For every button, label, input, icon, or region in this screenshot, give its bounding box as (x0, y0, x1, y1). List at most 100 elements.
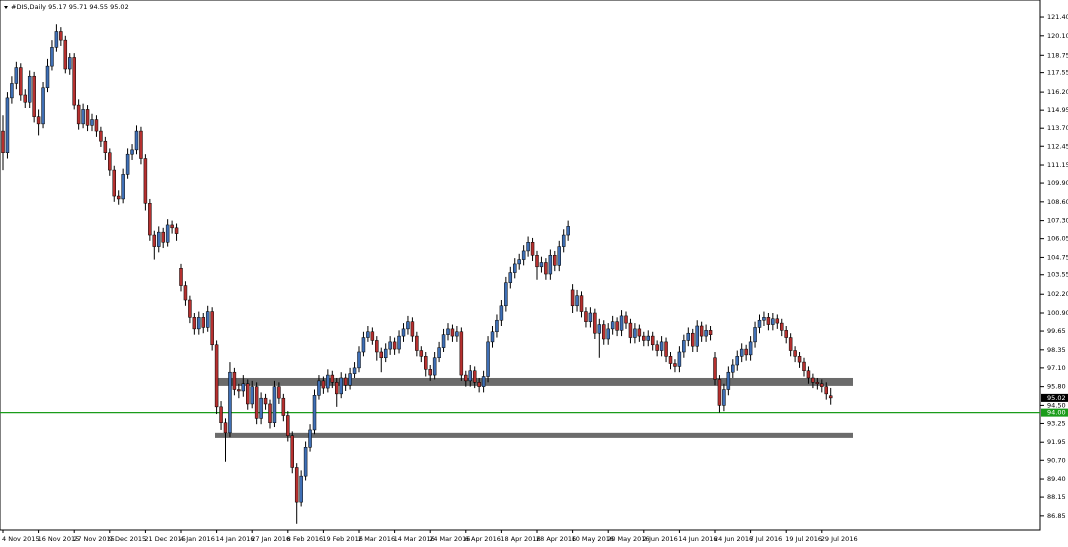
candle-body (548, 255, 553, 275)
candle-body (165, 224, 170, 243)
candle-body (788, 337, 793, 351)
candle-body (379, 351, 383, 359)
candle-body (699, 325, 704, 337)
candle-body (290, 435, 294, 468)
x-tick-label: 9 Dec 2015 (109, 535, 146, 543)
candle-body (366, 331, 370, 338)
candle-body (116, 195, 121, 200)
candle-body (246, 383, 250, 405)
candle-body (339, 377, 343, 395)
candle-body (281, 397, 286, 416)
y-tick-label: 121.40 (1047, 13, 1068, 21)
candle-body (517, 259, 521, 265)
candle-body (673, 363, 677, 367)
candle-body (272, 386, 277, 423)
candle-body (250, 386, 254, 405)
candle-body (268, 403, 272, 423)
candle-body (388, 341, 392, 350)
y-tick-label: 104.75 (1047, 253, 1068, 261)
candle-body (54, 31, 59, 48)
candle-body (72, 57, 76, 106)
menu-arrow[interactable] (4, 6, 8, 9)
candle-body (593, 312, 597, 334)
candle-body (214, 344, 219, 408)
candle-body (397, 335, 401, 350)
candle-body (81, 109, 85, 125)
candle-body (183, 285, 188, 301)
candle-body (201, 317, 205, 328)
candle-body (468, 370, 472, 382)
candle-body (504, 282, 508, 307)
candle-body (557, 246, 561, 266)
candle-body (401, 328, 406, 337)
candle-body (383, 348, 388, 359)
x-tick-label: 28 Apr 2016 (536, 535, 576, 543)
y-tick-label: 107.30 (1047, 217, 1068, 225)
candle-body (392, 341, 397, 350)
x-tick-label: 27 Nov 2015 (73, 535, 115, 543)
candle-body (624, 315, 628, 324)
y-tick-label: 98.35 (1047, 346, 1066, 354)
y-tick-label: 99.65 (1047, 327, 1066, 335)
candle-body (152, 234, 157, 247)
candle-body (357, 351, 361, 369)
candle-body (299, 475, 303, 503)
candle-body (588, 312, 593, 322)
candle-body (695, 325, 699, 347)
y-tick-label: 106.05 (1047, 235, 1068, 243)
candle-body (63, 39, 68, 70)
candle-body (771, 318, 775, 325)
y-tick-label: 88.15 (1047, 493, 1066, 501)
x-tick-label: 29 Jul 2016 (821, 535, 858, 543)
candle-body (495, 319, 499, 333)
candle-body (432, 357, 437, 376)
candle-body (633, 328, 637, 338)
x-tick-label: 19 Feb 2016 (322, 535, 362, 543)
candle-body (241, 383, 246, 392)
candle-body (784, 330, 788, 338)
candle-body (254, 386, 259, 419)
candle-body (317, 380, 321, 396)
candle-body (553, 255, 557, 266)
candle-body (793, 350, 797, 357)
candle-body (815, 382, 820, 384)
candle-body (36, 116, 41, 125)
y-tick-label: 89.40 (1047, 475, 1066, 483)
x-tick-label: 8 Feb 2016 (287, 535, 323, 543)
x-tick-label: 2 Mar 2016 (358, 535, 395, 543)
candle-body (539, 262, 544, 268)
candle-body (312, 395, 317, 431)
candle-body (566, 226, 570, 236)
candle-body (361, 337, 366, 353)
y-tick-label: 102.20 (1047, 290, 1068, 298)
candle-body (10, 83, 14, 99)
candle-body (704, 330, 708, 337)
x-tick-label: 20 May 2016 (607, 535, 649, 543)
candle-body (575, 295, 579, 307)
y-tick-label: 113.70 (1047, 124, 1068, 132)
candle-body (544, 262, 548, 275)
candle-body (717, 379, 722, 406)
candle-body (437, 347, 441, 359)
candle-body (148, 203, 152, 236)
candle-body (19, 67, 23, 96)
candle-body (686, 332, 691, 341)
candle-body (744, 348, 748, 356)
candle-body (446, 328, 450, 335)
candle-body (521, 250, 526, 260)
support-zone (215, 377, 853, 386)
x-tick-label: 7 Jul 2016 (750, 535, 783, 543)
y-tick-label: 109.90 (1047, 179, 1068, 187)
candle-body (811, 377, 815, 383)
candle-body (775, 318, 780, 324)
x-tick-label: 2 Jun 2016 (643, 535, 678, 543)
candle-body (513, 263, 517, 273)
candle-body (174, 227, 179, 234)
candle-body (526, 242, 530, 252)
candle-body (619, 315, 624, 331)
candle-body (659, 341, 664, 351)
candle-body (606, 328, 610, 340)
x-tick-label: 14 Jun 2016 (678, 535, 717, 543)
